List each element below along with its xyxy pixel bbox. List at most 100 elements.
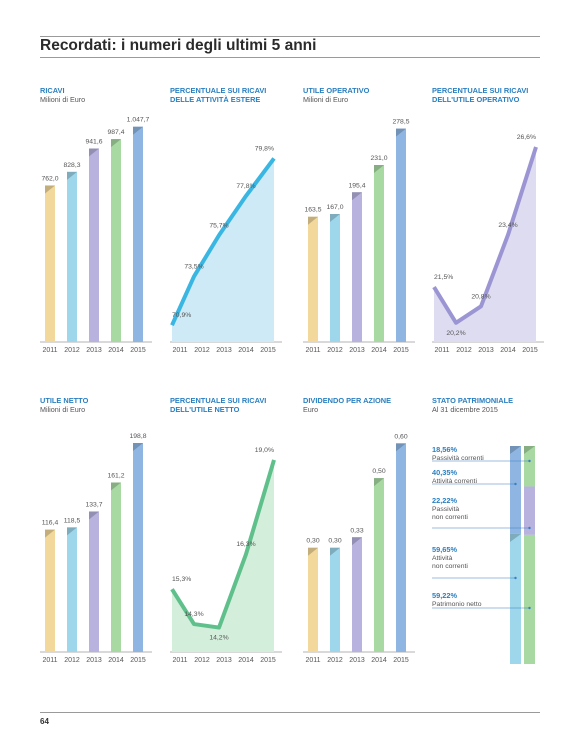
tick-label: 2014 (371, 657, 387, 664)
bar-cap (374, 165, 384, 174)
tick-label: 2014 (500, 347, 516, 354)
tick-label: 2013 (349, 657, 365, 664)
chart-subtitle: Milioni di Euro (40, 95, 86, 104)
tick-label: 2011 (434, 347, 449, 354)
bar-cap (89, 148, 99, 157)
chart-title: PERCENTUALE SUI RICAVI DELLE ATTIVITÀ ES… (170, 86, 267, 105)
bar-attivita-non-correnti (510, 533, 521, 664)
chart-title: PERCENTUALE SUI RICAVI DELL'UTILE OPERAT… (432, 86, 529, 105)
tick-label: 2015 (393, 657, 409, 664)
area-fill (434, 146, 536, 342)
data-label: 75,7% (209, 222, 228, 229)
data-label: 163,5 (304, 207, 321, 214)
data-label: 14,3% (184, 611, 203, 618)
data-label: 1.047,7 (127, 117, 150, 124)
tick-label: 2014 (108, 657, 124, 664)
bar-cap (524, 446, 535, 454)
bar (374, 165, 384, 342)
chart-title: DIVIDENDO PER AZIONE (303, 396, 392, 405)
tick-label: 2011 (172, 657, 187, 664)
page-title: Recordati: i numeri degli ultimi 5 anni (40, 37, 317, 54)
tick-label: 2011 (42, 347, 57, 354)
bar-cap (133, 443, 143, 452)
tick-label: 2015 (260, 347, 276, 354)
bar (111, 139, 121, 342)
bar-cap (510, 446, 521, 454)
data-label: 26,6% (517, 134, 536, 141)
bar (352, 537, 362, 652)
chart-percentuale-utile-netto: PERCENTUALE SUI RICAVI DELL'UTILE NETTO … (170, 396, 282, 666)
data-label: 198,8 (129, 433, 146, 440)
chart-percentuale-utile-operativo: PERCENTUALE SUI RICAVI DELL'UTILE OPERAT… (432, 86, 544, 356)
area-fill (172, 158, 274, 342)
data-label: 195,4 (348, 182, 365, 189)
bar-passivita-non-correnti (524, 486, 535, 535)
bar-cap (308, 216, 318, 225)
data-label: 116,4 (42, 520, 59, 527)
bar-cap (111, 139, 121, 148)
data-label: 278,5 (392, 119, 409, 126)
chart-ricavi: RICAVI Milioni di Euro 2011 2012 2013 2014 2… (40, 86, 152, 356)
series-line (170, 459, 276, 630)
tick-label: 2011 (305, 347, 320, 354)
tick-label: 2015 (130, 657, 146, 664)
chart-title: STATO PATRIMONIALE (432, 396, 514, 405)
data-label: 20,2% (446, 330, 465, 337)
data-label: 23,4% (498, 222, 517, 229)
segment-label: Passività (432, 506, 459, 513)
tick-label: 2011 (42, 657, 57, 664)
bar (45, 185, 55, 342)
chart-dividendo: DIVIDENDO PER AZIONE Euro 2011 2012 2013 20… (303, 396, 415, 666)
chart-percentuale-estere: PERCENTUALE SUI RICAVI DELLE ATTIVITÀ ES… (170, 86, 282, 356)
segment-label: Passività correnti (432, 455, 484, 462)
data-label: 15,3% (172, 576, 191, 583)
data-label: 0,30 (328, 538, 341, 545)
tick-label: 2015 (260, 657, 276, 664)
bar (396, 128, 406, 342)
chart-subtitle: Al 31 dicembre 2015 (432, 405, 498, 414)
data-label: 161,2 (107, 473, 124, 480)
bar (111, 482, 121, 652)
data-label: 941,6 (85, 139, 102, 146)
chart-utile-operativo: UTILE OPERATIVO Milioni di Euro 2011 2012… (303, 86, 415, 356)
data-label: 0,30 (306, 538, 319, 545)
tick-label: 2012 (64, 347, 80, 354)
data-label: 14,2% (209, 635, 228, 642)
bar (45, 529, 55, 652)
data-label: 19,0% (255, 447, 274, 454)
bar (89, 148, 99, 342)
tick-label: 2012 (194, 347, 210, 354)
segment-percent: 22,22% (432, 496, 457, 505)
bar-cap (45, 529, 55, 538)
series-line (432, 146, 538, 325)
data-label: 20,8% (471, 293, 490, 300)
segment-label: non correnti (432, 563, 468, 570)
tick-label: 2013 (86, 657, 102, 664)
bar-cap (374, 478, 384, 487)
data-label: 133,7 (85, 501, 102, 508)
bar-cap (67, 171, 77, 180)
bar (133, 443, 143, 652)
tick-label: 2013 (478, 347, 494, 354)
series-line (170, 157, 276, 326)
tick-label: 2014 (238, 657, 254, 664)
bar-cap (308, 547, 318, 556)
tick-label: 2012 (327, 347, 343, 354)
leader-dot (514, 576, 517, 580)
leader-dot (528, 459, 531, 463)
data-label: 0,33 (350, 527, 363, 534)
segment-label: Attività correnti (432, 478, 477, 485)
segment-percent: 40,35% (432, 468, 457, 477)
bar-cap (330, 214, 340, 223)
tick-label: 2014 (238, 347, 254, 354)
data-label: 73,5% (184, 263, 203, 270)
bar-cap (133, 126, 143, 135)
bottom-rule (40, 712, 540, 713)
data-label: 21,5% (434, 274, 453, 281)
bar (133, 126, 143, 342)
data-label: 16,3% (236, 541, 255, 548)
bar (330, 214, 340, 342)
bar-cap (510, 533, 521, 542)
chart-subtitle: Milioni di Euro (40, 405, 86, 414)
bar-cap (352, 192, 362, 201)
